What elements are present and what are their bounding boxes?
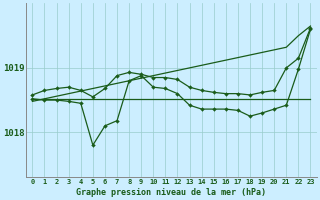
X-axis label: Graphe pression niveau de la mer (hPa): Graphe pression niveau de la mer (hPa) xyxy=(76,188,267,197)
